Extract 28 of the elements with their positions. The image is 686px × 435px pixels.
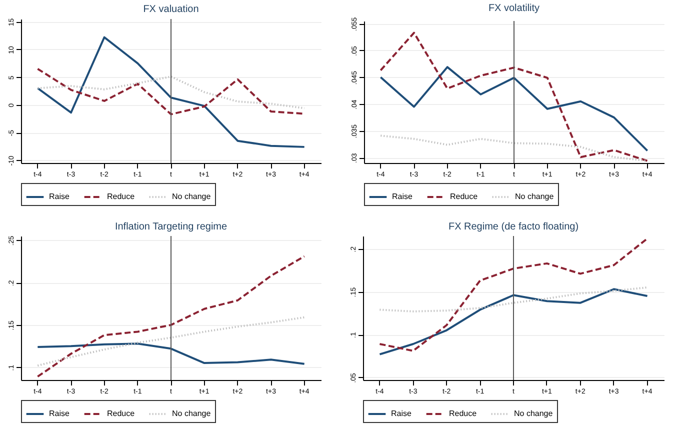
chart-title: Inflation Targeting regime — [114, 221, 228, 232]
line-series — [36, 68, 306, 116]
legend-label: No change — [172, 409, 212, 418]
line-series — [378, 288, 648, 356]
chart-title: FX Regime (de facto floating) — [448, 222, 579, 232]
legend-label: Reduce — [450, 192, 478, 201]
legend-label: Reduce — [449, 409, 478, 418]
legend-label: Raise — [391, 409, 412, 418]
legend-label: Raise — [49, 409, 70, 418]
line-series — [36, 36, 306, 148]
line-series — [36, 255, 306, 378]
legend-label: No change — [515, 192, 554, 201]
chart-title: FX valuation — [143, 4, 199, 15]
line-series — [36, 76, 306, 110]
line-series — [380, 66, 648, 152]
chart-title: FX volatility — [488, 2, 540, 14]
line-series — [36, 316, 306, 367]
line-series — [378, 286, 648, 312]
legend-label: Reduce — [107, 192, 136, 201]
legend-label: Reduce — [107, 409, 136, 418]
legend-label: Raise — [392, 192, 414, 201]
legend-label: Raise — [49, 192, 70, 201]
line-series — [36, 342, 306, 365]
line-series — [378, 238, 648, 352]
legend-label: No change — [172, 192, 212, 201]
line-series — [380, 134, 648, 162]
line-series — [380, 32, 648, 162]
legend-label: No change — [514, 409, 554, 418]
